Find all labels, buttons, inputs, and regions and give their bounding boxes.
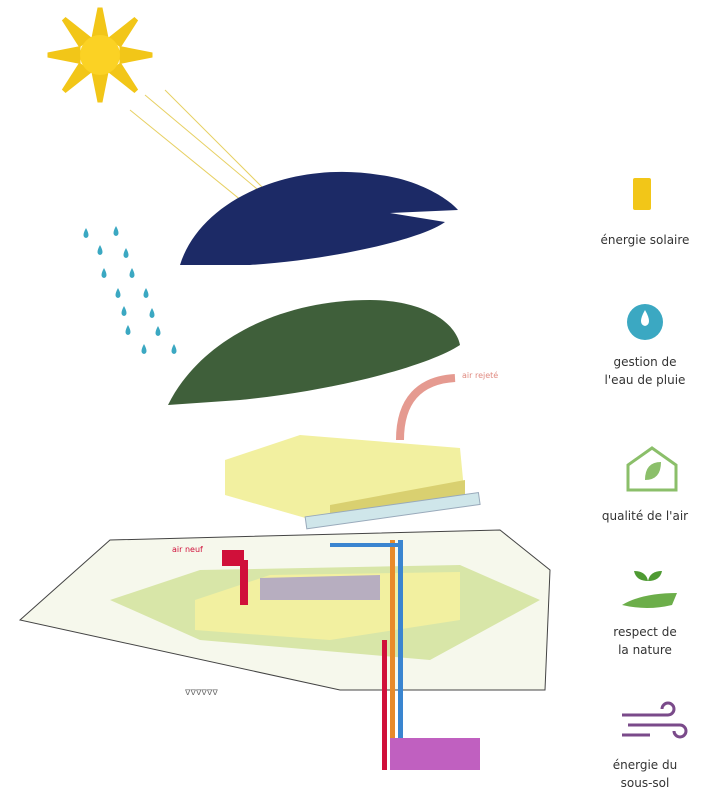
roots-mark: ᐁᐁᐁᐁᐁᐁ	[185, 688, 218, 697]
sun	[47, 7, 153, 103]
legend: énergie solaire gestion de l'eau de plui…	[601, 178, 690, 790]
ground-plane	[18, 529, 551, 691]
legend-label: qualité de l'air	[602, 509, 688, 523]
legend-label: énergie solaire	[601, 233, 690, 247]
solar-roof	[180, 171, 458, 265]
legend-label: gestion de	[613, 355, 676, 369]
air-out-arrow	[396, 374, 456, 441]
legend-label: sous-sol	[621, 776, 670, 790]
air-in-flag	[222, 550, 244, 566]
pipes	[330, 540, 480, 770]
icon-nature	[622, 593, 677, 608]
icon-geo	[622, 701, 688, 739]
air-in-label: air neuf	[172, 545, 203, 554]
green-roof	[168, 300, 460, 405]
icon-air	[626, 446, 678, 492]
legend-label: respect de	[613, 625, 676, 639]
upper-floor	[225, 435, 481, 530]
air-out-label: air rejeté	[462, 370, 498, 380]
air-in-duct	[240, 560, 248, 605]
legend-label: énergie du	[613, 758, 677, 772]
icon-solar	[633, 178, 651, 210]
rain-drops	[83, 226, 177, 354]
legend-label: l'eau de pluie	[605, 373, 686, 387]
legend-label: la nature	[618, 643, 672, 657]
